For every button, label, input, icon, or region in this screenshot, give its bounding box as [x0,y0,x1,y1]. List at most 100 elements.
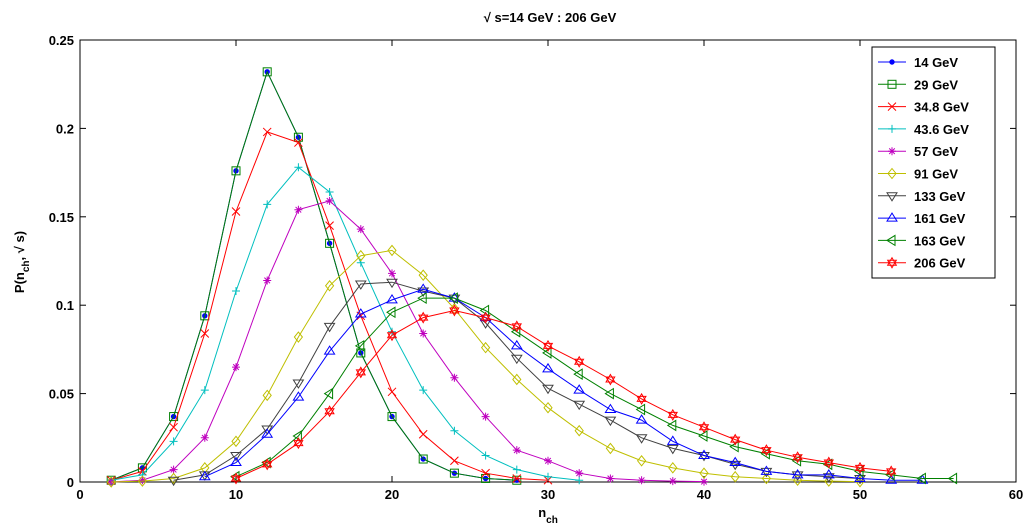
data-point [449,468,459,478]
x-axis-title: nch [538,505,558,526]
data-point [294,163,303,172]
data-point [822,458,833,471]
data-point [760,467,773,478]
data-point [138,476,147,485]
data-point [886,256,898,266]
chart-title: √ s=14 GeV : 206 GeV [484,10,617,25]
data-point [573,400,586,411]
data-point [386,278,398,289]
legend-item: 43.6 GeV [878,122,969,137]
data-point [698,449,710,459]
data-point [261,425,274,435]
legend-item: 133 GeV [878,189,966,204]
data-point-b [854,464,866,474]
data-point [262,67,272,77]
data-point [636,392,647,402]
axis-ticks: 0 10 20 30 40 50 60 0 0.05 0.1 0.15 0.2 0.25 [49,33,1024,502]
data-point [481,468,490,478]
data-point-b [386,332,398,342]
data-point [854,465,864,478]
legend-label: 91 GeV [914,167,958,182]
data-point [854,461,866,471]
data-point [542,384,554,395]
data-point [325,221,334,230]
data-point [355,366,366,376]
data-point [356,225,365,234]
data-point [668,462,678,474]
data-point-b [730,436,741,446]
data-point [542,339,554,349]
data-point [480,341,491,354]
data-point [760,447,770,460]
y-tick-label: 0 [67,475,74,490]
data-point-b [293,440,304,450]
data-point [512,475,522,485]
data-point-b [698,424,710,434]
data-point [388,327,396,336]
data-point [293,437,304,447]
y-tick-label: 0.1 [56,298,74,313]
legend-item: 57 GeV [878,144,958,159]
legend-label: 14 GeV [914,55,958,70]
legend-label: 29 GeV [914,77,958,92]
legend-label: 161 GeV [914,211,966,226]
data-point [200,329,210,338]
data-point [418,429,428,439]
data-point-b [823,459,834,469]
legend: 14 GeV 29 GeV 34.8 GeV 43.6 GeV 57 GeV 91 GeV… [871,46,996,279]
series-161-gev [198,283,929,484]
data-point [887,102,897,111]
data-point [511,320,522,330]
data-point [418,269,428,281]
data-point [323,345,336,355]
x-tick-label: 10 [229,487,243,502]
data-point [230,451,242,462]
data-point [544,456,552,465]
legend-item: 34.8 GeV [878,100,969,115]
data-point [635,434,648,444]
data-point [448,292,458,305]
data-point [700,477,708,486]
data-point [387,412,397,422]
data-point [450,456,459,466]
series-line [111,249,861,483]
x-tick-label: 30 [541,487,555,502]
data-point-b [262,461,273,471]
data-point [887,79,897,89]
data-point [606,474,615,483]
data-point [200,462,210,474]
legend-item: 206 GeV [878,256,966,271]
data-point-b [480,314,491,324]
data-point-b [324,408,335,418]
data-point [512,474,522,483]
data-point [822,468,835,479]
data-point [510,354,523,365]
data-point [604,416,617,427]
data-point [262,458,273,468]
data-point [887,167,897,180]
data-point [729,440,739,453]
data-point [916,472,926,485]
data-point [792,451,803,461]
legend-item: 163 GeV [878,233,966,248]
data-point [947,472,958,485]
data-point [792,474,803,487]
data-point [325,188,334,197]
x-tick-label: 40 [697,487,711,502]
data-point [573,368,583,381]
data-point [323,322,336,333]
data-point [479,304,490,317]
data-point [294,205,303,214]
series-91-gev [106,244,865,488]
data-point [354,339,365,352]
data-point-b [886,468,897,478]
x-axis-title-sub: ch [546,515,558,526]
data-point [666,419,677,432]
y-axis-title: P(nch, √ s) [12,231,32,293]
series-57-gev [107,196,708,486]
data-point-b [667,411,678,421]
data-point-b [636,395,647,405]
data-point [167,476,180,487]
series-line [111,70,517,481]
